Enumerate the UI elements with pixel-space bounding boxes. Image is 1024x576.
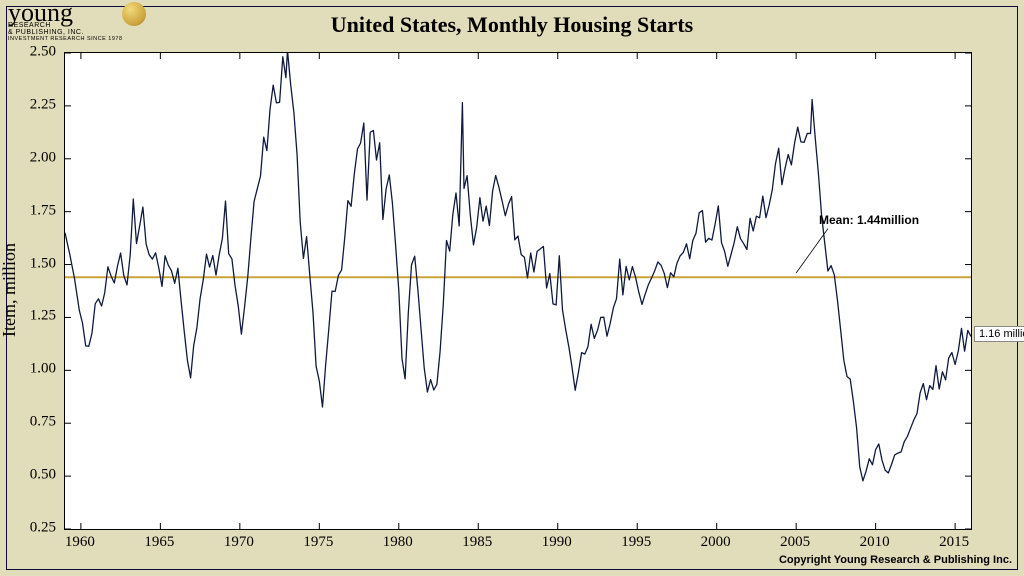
- x-tick: 1990: [542, 534, 572, 551]
- x-tick: 2015: [939, 534, 969, 551]
- plot-area: [64, 52, 972, 530]
- copyright-text: Copyright Young Research & Publishing In…: [779, 554, 1012, 566]
- y-tick: 1.50: [2, 255, 56, 272]
- y-tick: 0.50: [2, 467, 56, 484]
- mean-annotation: Mean: 1.44million: [819, 213, 919, 227]
- x-tick-labels: 1960 1965 1970 1975 1980 1985 1990 1995 2000 2005…: [64, 534, 970, 554]
- x-tick: 1980: [383, 534, 413, 551]
- y-tick: 2.25: [2, 96, 56, 113]
- x-tick: 1960: [65, 534, 95, 551]
- x-tick: 1970: [224, 534, 254, 551]
- x-tick: 1985: [462, 534, 492, 551]
- x-tick: 1995: [621, 534, 651, 551]
- last-value-badge: 1.16 million: [974, 326, 1024, 342]
- x-tick: 2000: [701, 534, 731, 551]
- y-tick: 0.25: [2, 520, 56, 537]
- y-tick-labels: 0.250.500.751.001.251.501.752.002.252.50: [0, 52, 56, 528]
- x-tick: 2005: [780, 534, 810, 551]
- y-tick: 0.75: [2, 414, 56, 431]
- y-tick: 2.00: [2, 149, 56, 166]
- y-tick: 1.25: [2, 308, 56, 325]
- chart-title: United States, Monthly Housing Starts: [0, 12, 1024, 38]
- x-tick: 2010: [860, 534, 890, 551]
- x-tick: 1975: [303, 534, 333, 551]
- y-tick: 1.00: [2, 361, 56, 378]
- y-tick: 2.50: [2, 44, 56, 61]
- y-tick: 1.75: [2, 202, 56, 219]
- x-tick: 1965: [144, 534, 174, 551]
- chart-svg: [65, 53, 971, 529]
